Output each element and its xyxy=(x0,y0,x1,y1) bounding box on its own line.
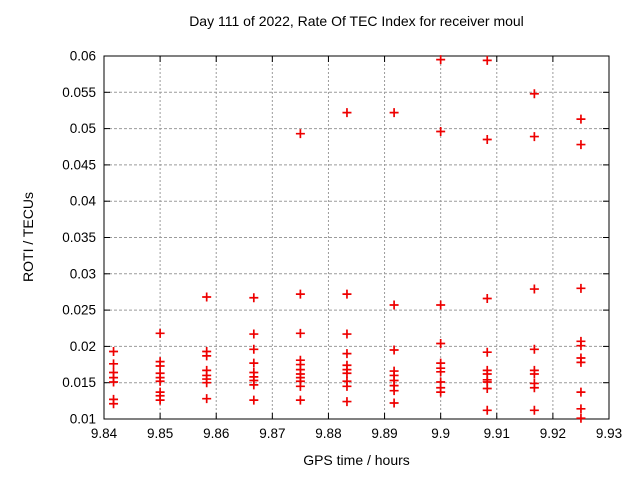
data-point-marker xyxy=(249,380,259,390)
chart-title: Day 111 of 2022, Rate Of TEC Index for r… xyxy=(189,13,524,29)
data-point-marker xyxy=(436,338,446,348)
data-point-marker xyxy=(295,381,305,391)
data-point-marker xyxy=(576,387,586,397)
data-point-marker xyxy=(482,405,492,415)
data-point-marker xyxy=(529,383,539,393)
y-tick-label: 0.04 xyxy=(70,194,97,209)
y-tick-label: 0.025 xyxy=(62,303,96,318)
data-point-marker xyxy=(202,292,212,302)
x-axis-title: GPS time / hours xyxy=(303,452,410,468)
data-point-marker xyxy=(389,108,399,118)
data-point-marker xyxy=(295,395,305,405)
data-point-marker xyxy=(109,399,119,409)
data-point-marker xyxy=(576,341,586,351)
data-point-marker xyxy=(529,284,539,294)
y-tick-label: 0.05 xyxy=(70,121,96,136)
data-point-marker xyxy=(155,376,165,386)
x-tick-label: 9.85 xyxy=(147,426,173,441)
data-point-marker xyxy=(482,134,492,144)
data-point-marker xyxy=(342,108,352,118)
data-point-marker xyxy=(249,344,259,354)
data-point-marker xyxy=(529,89,539,99)
data-point-marker xyxy=(295,129,305,139)
data-point-marker xyxy=(249,293,259,303)
data-point-marker xyxy=(482,55,492,65)
y-tick-label: 0.01 xyxy=(70,412,96,427)
data-point-marker xyxy=(295,289,305,299)
data-point-marker xyxy=(295,328,305,338)
data-point-marker xyxy=(529,369,539,379)
x-tick-label: 9.93 xyxy=(596,426,622,441)
x-tick-label: 9.89 xyxy=(371,426,397,441)
data-point-marker xyxy=(202,394,212,404)
x-tick-label: 9.88 xyxy=(315,426,341,441)
data-point-marker xyxy=(342,349,352,359)
data-point-marker xyxy=(249,329,259,339)
data-point-marker xyxy=(436,127,446,137)
data-point-marker xyxy=(155,395,165,405)
x-tick-label: 9.86 xyxy=(203,426,229,441)
data-point-marker xyxy=(342,329,352,339)
y-tick-label: 0.03 xyxy=(70,266,96,281)
data-point-marker xyxy=(202,378,212,388)
data-point-marker xyxy=(389,386,399,396)
data-point-marker xyxy=(482,347,492,357)
data-point-marker xyxy=(529,405,539,415)
data-point-marker xyxy=(249,358,259,368)
plot-border xyxy=(103,55,610,420)
data-point-marker xyxy=(249,395,259,405)
data-point-marker xyxy=(109,377,119,387)
data-point-marker xyxy=(576,140,586,150)
y-tick-label: 0.015 xyxy=(62,375,96,390)
y-tick-label: 0.06 xyxy=(70,49,96,64)
data-point-marker xyxy=(576,404,586,414)
y-axis-title: ROTI / TECUs xyxy=(20,192,36,282)
data-point-marker xyxy=(529,344,539,354)
data-point-marker xyxy=(436,367,446,377)
data-point-marker xyxy=(576,114,586,124)
data-point-marker xyxy=(389,398,399,408)
y-tick-label: 0.02 xyxy=(70,339,96,354)
data-point-marker xyxy=(576,357,586,367)
x-tick-label: 9.84 xyxy=(91,426,118,441)
x-tick-label: 9.9 xyxy=(431,426,450,441)
data-point-marker xyxy=(389,300,399,310)
data-point-marker xyxy=(436,300,446,310)
data-point-marker xyxy=(109,359,119,369)
data-point-marker xyxy=(436,387,446,397)
data-point-marker xyxy=(342,368,352,378)
y-tick-label: 0.045 xyxy=(62,157,96,172)
y-tick-label: 0.055 xyxy=(62,85,96,100)
y-tick-label: 0.035 xyxy=(62,230,96,245)
data-point-marker xyxy=(155,328,165,338)
x-tick-label: 9.92 xyxy=(540,426,566,441)
x-tick-label: 9.87 xyxy=(259,426,285,441)
data-point-marker xyxy=(109,346,119,356)
data-point-marker xyxy=(342,289,352,299)
data-point-marker xyxy=(482,293,492,303)
data-point-marker xyxy=(389,345,399,355)
x-tick-label: 9.91 xyxy=(484,426,510,441)
data-point-marker xyxy=(202,351,212,361)
data-point-marker xyxy=(436,55,446,65)
data-point-marker xyxy=(576,413,586,423)
data-point-marker xyxy=(482,384,492,394)
data-point-marker xyxy=(342,397,352,407)
data-point-marker xyxy=(529,132,539,142)
data-point-marker xyxy=(342,381,352,391)
data-point-marker xyxy=(576,283,586,293)
